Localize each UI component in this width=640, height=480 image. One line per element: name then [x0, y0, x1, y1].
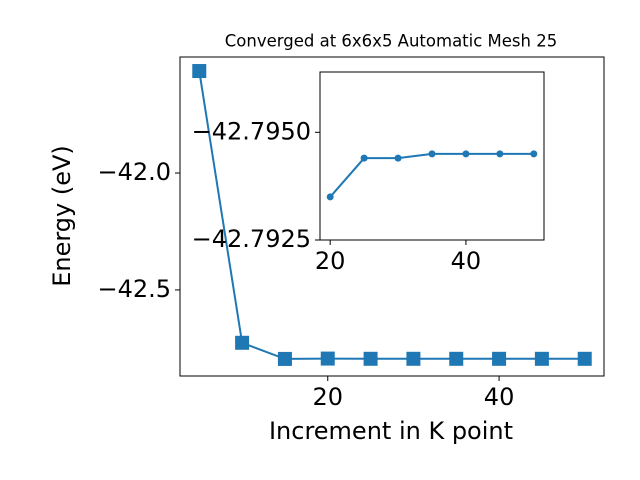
marker	[360, 154, 368, 162]
marker	[406, 351, 421, 366]
y-tick-label: −42.7925	[192, 225, 311, 253]
marker	[320, 351, 335, 366]
x-tick-label: 20	[315, 247, 346, 275]
x-axis-label: Increment in K point	[269, 417, 513, 445]
marker	[394, 154, 402, 162]
marker	[326, 193, 334, 201]
marker	[428, 150, 436, 158]
marker	[462, 150, 470, 158]
y-tick-label: −42.7950	[192, 117, 311, 145]
x-tick-label: 20	[312, 383, 343, 411]
chart-title: Converged at 6x6x5 Automatic Mesh 25	[225, 32, 557, 51]
marker	[577, 351, 592, 366]
marker	[492, 351, 507, 366]
marker	[235, 335, 250, 350]
marker	[530, 150, 538, 158]
marker	[449, 351, 464, 366]
marker	[277, 351, 292, 366]
y-axis-label: Energy (eV)	[48, 145, 76, 287]
x-tick-label: 40	[484, 383, 515, 411]
x-tick-label: 40	[451, 247, 482, 275]
y-tick-label: −42.5	[97, 275, 171, 303]
marker	[534, 351, 549, 366]
marker	[363, 351, 378, 366]
marker	[192, 64, 207, 79]
marker	[496, 150, 504, 158]
y-tick-label: −42.0	[97, 158, 171, 186]
data-line	[198, 70, 585, 360]
